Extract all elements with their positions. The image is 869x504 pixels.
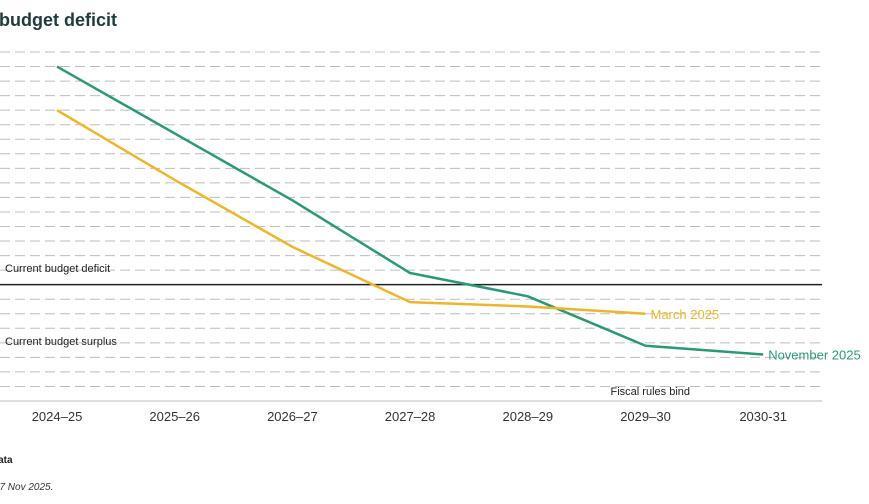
- x-tick-label: 2027–28: [385, 409, 436, 424]
- x-tick-labels: 2024–25 2025–26 2026–27 2027–28 2028–29 2029–…: [32, 409, 787, 424]
- series-lines: November 2025 March 2025: [56, 65, 861, 362]
- x-tick-label: 2028–29: [502, 409, 553, 424]
- gridlines: [0, 51, 822, 387]
- chart-title: t budget deficit: [0, 10, 117, 30]
- x-tick-label: 2030-31: [739, 409, 787, 424]
- surplus-annotation: Current budget surplus: [5, 336, 117, 348]
- x-tick-label: 2025–26: [149, 409, 200, 424]
- series-label: March 2025: [651, 307, 720, 322]
- series-line: [56, 65, 764, 356]
- annotation-labels: Current budget deficit Current budget sur…: [5, 263, 690, 398]
- series-label: November 2025: [768, 347, 861, 362]
- fiscal-rules-annotation: Fiscal rules bind: [611, 386, 690, 398]
- deficit-annotation: Current budget deficit: [5, 263, 110, 275]
- x-tick-label: 2024–25: [32, 409, 83, 424]
- x-tick-label: 2029–30: [620, 409, 671, 424]
- x-tick-label: 2026–27: [267, 409, 318, 424]
- source-note: ed 27 Nov 2025.: [0, 482, 54, 493]
- series-line: [56, 109, 646, 315]
